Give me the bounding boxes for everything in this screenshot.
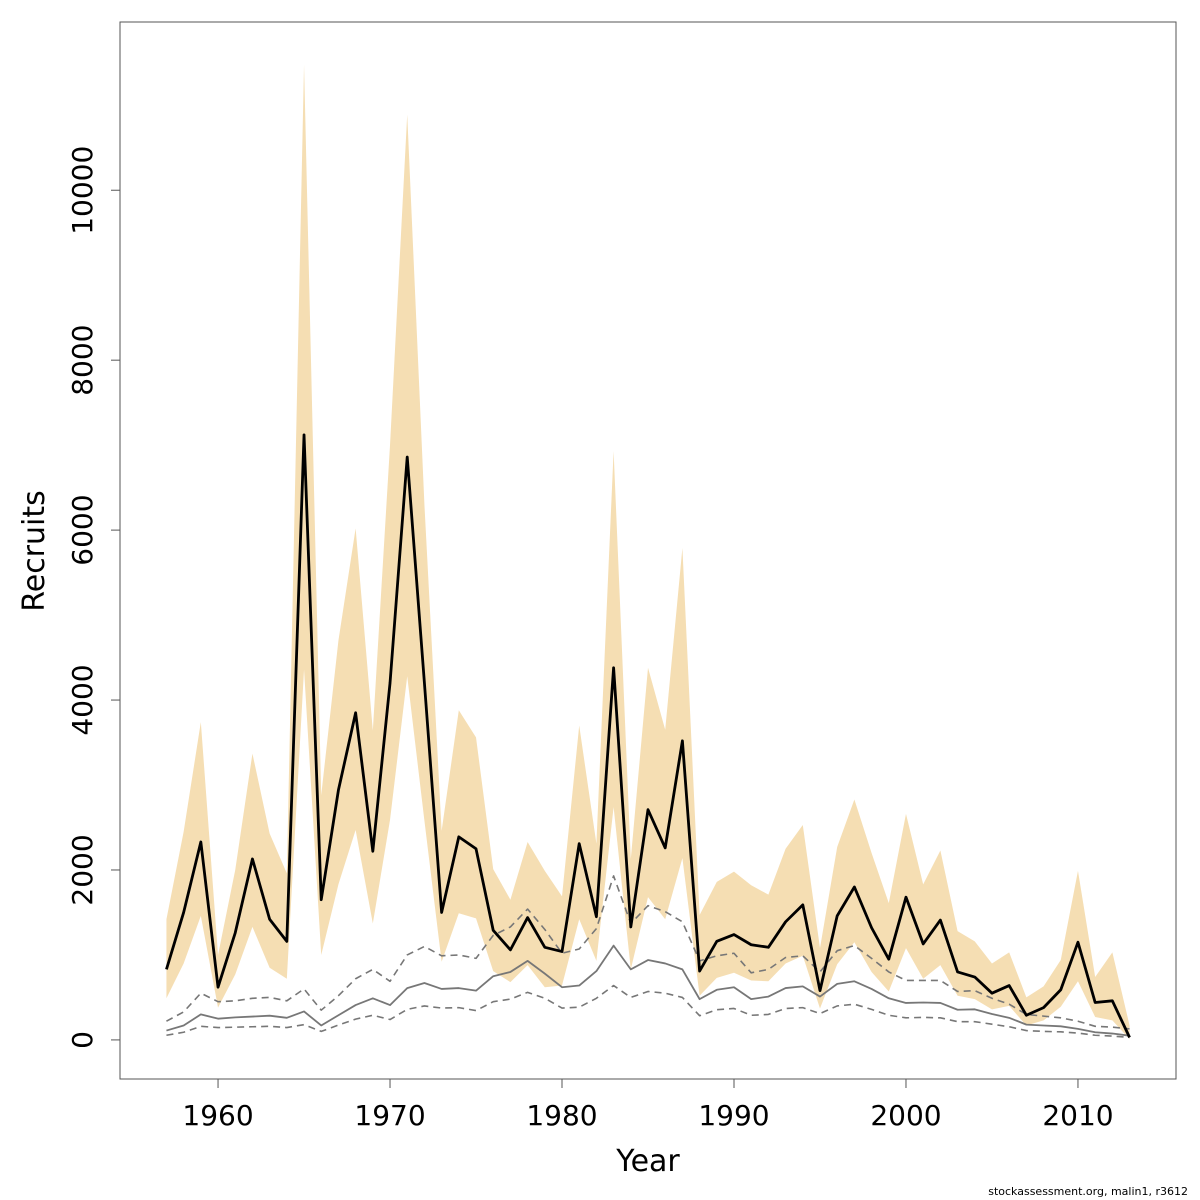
recruits-estimate-line <box>165 433 1131 1038</box>
x-axis: 1960 1970 1980 1990 2000 2010 <box>182 1079 1114 1132</box>
x-axis-label: Year <box>615 1144 680 1179</box>
x-tick-label: 1960 <box>182 1099 253 1132</box>
y-tick-label: 0 <box>66 1031 99 1049</box>
reference-median-line <box>166 944 1130 1037</box>
plot-area <box>165 64 1131 1040</box>
confidence-band <box>166 64 1130 1040</box>
y-tick-label: 6000 <box>66 494 99 565</box>
y-tick-label: 10000 <box>66 146 99 235</box>
y-tick-label: 8000 <box>66 325 99 396</box>
y-tick-label: 2000 <box>66 834 99 905</box>
x-tick-label: 2000 <box>870 1099 941 1132</box>
plot-frame <box>119 21 1177 1080</box>
x-tick-label: 1980 <box>526 1099 597 1132</box>
reference-upper-line <box>166 875 1130 1030</box>
y-tick-label: 4000 <box>66 664 99 735</box>
x-tick-label: 1990 <box>698 1099 769 1132</box>
source-footnote: stockassessment.org, malin1, r3612 <box>988 1185 1188 1198</box>
reference-lower-line <box>166 984 1130 1039</box>
y-axis: 0 2000 4000 6000 8000 10000 <box>66 146 120 1049</box>
x-tick-label: 1970 <box>354 1099 425 1132</box>
x-tick-label: 2010 <box>1042 1099 1113 1132</box>
y-axis-label: Recruits <box>17 490 52 612</box>
